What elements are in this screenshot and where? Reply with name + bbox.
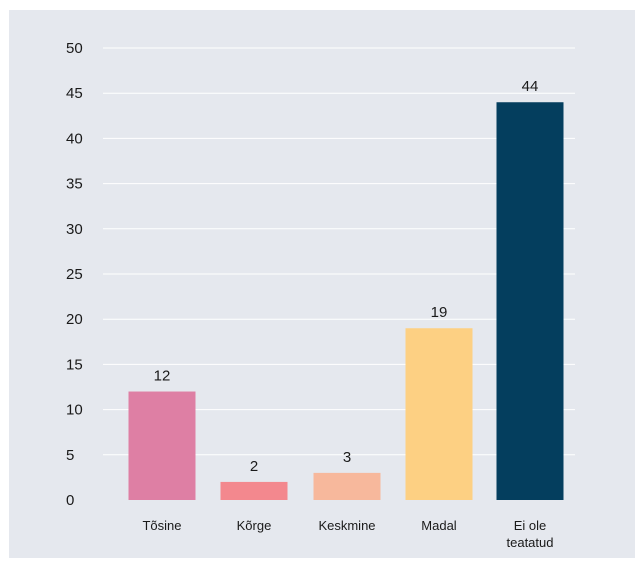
x-tick-label: Kõrge <box>237 518 272 533</box>
y-tick-label: 25 <box>66 266 83 283</box>
x-tick-label: Madal <box>421 518 457 533</box>
data-label: 2 <box>250 458 258 475</box>
y-tick-label: 30 <box>66 221 83 238</box>
y-tick-label: 10 <box>66 402 83 419</box>
y-tick-label: 45 <box>66 85 83 102</box>
bar-3 <box>313 472 381 500</box>
y-tick-label: 50 <box>66 40 83 57</box>
bar-1 <box>128 391 196 500</box>
x-tick-label: teatatud <box>507 535 554 550</box>
x-tick-label: Tõsine <box>142 518 181 533</box>
y-tick-label: 40 <box>66 130 83 147</box>
data-label: 3 <box>343 449 351 466</box>
bar-2 <box>220 481 288 500</box>
data-label: 12 <box>154 368 171 385</box>
y-tick-label: 35 <box>66 176 83 193</box>
data-label: 44 <box>522 78 539 95</box>
y-tick-label: 20 <box>66 311 83 328</box>
y-tick-label: 5 <box>66 447 74 464</box>
x-tick-label: Ei ole <box>514 518 547 533</box>
bar-4 <box>405 328 473 500</box>
bar-5 <box>496 102 564 501</box>
y-tick-label: 0 <box>66 492 74 509</box>
data-label: 19 <box>431 304 448 321</box>
y-tick-label: 15 <box>66 356 83 373</box>
x-tick-label: Keskmine <box>318 518 375 533</box>
